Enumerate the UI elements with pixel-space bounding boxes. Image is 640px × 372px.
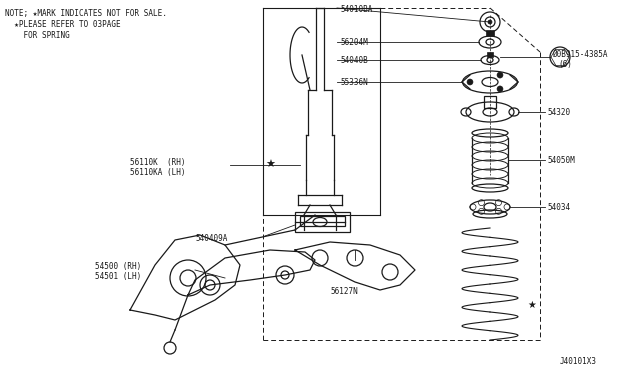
Text: 54320: 54320 xyxy=(547,108,570,116)
Text: ★: ★ xyxy=(527,300,536,310)
Text: 540409A: 540409A xyxy=(195,234,227,243)
Bar xyxy=(487,52,493,57)
Text: ★PLEASE REFER TO 03PAGE: ★PLEASE REFER TO 03PAGE xyxy=(5,19,120,29)
Bar xyxy=(295,212,350,232)
Circle shape xyxy=(497,86,503,92)
Bar xyxy=(486,30,494,36)
Circle shape xyxy=(488,20,492,24)
Circle shape xyxy=(497,72,503,78)
Text: J40101X3: J40101X3 xyxy=(560,357,597,366)
Text: 54010BA: 54010BA xyxy=(340,4,372,13)
Text: 54500 (RH): 54500 (RH) xyxy=(95,263,141,272)
Text: 56127N: 56127N xyxy=(330,288,358,296)
Text: 56110K  (RH): 56110K (RH) xyxy=(130,157,186,167)
Circle shape xyxy=(467,79,473,85)
Text: Ø0B915-4385A: Ø0B915-4385A xyxy=(552,49,607,58)
Bar xyxy=(300,216,345,226)
Text: 56110KA (LH): 56110KA (LH) xyxy=(130,167,186,176)
Text: ★: ★ xyxy=(265,160,275,170)
Bar xyxy=(484,96,496,108)
Text: FOR SPRING: FOR SPRING xyxy=(5,31,70,39)
Text: (6): (6) xyxy=(558,60,572,68)
Text: 54040B: 54040B xyxy=(340,55,368,64)
Text: 56204M: 56204M xyxy=(340,38,368,46)
Text: NOTE; ★MARK INDICATES NOT FOR SALE.: NOTE; ★MARK INDICATES NOT FOR SALE. xyxy=(5,9,167,17)
Text: 54050M: 54050M xyxy=(547,155,575,164)
Text: 55336N: 55336N xyxy=(340,77,368,87)
Text: 54034: 54034 xyxy=(547,202,570,212)
Text: 54501 (LH): 54501 (LH) xyxy=(95,273,141,282)
